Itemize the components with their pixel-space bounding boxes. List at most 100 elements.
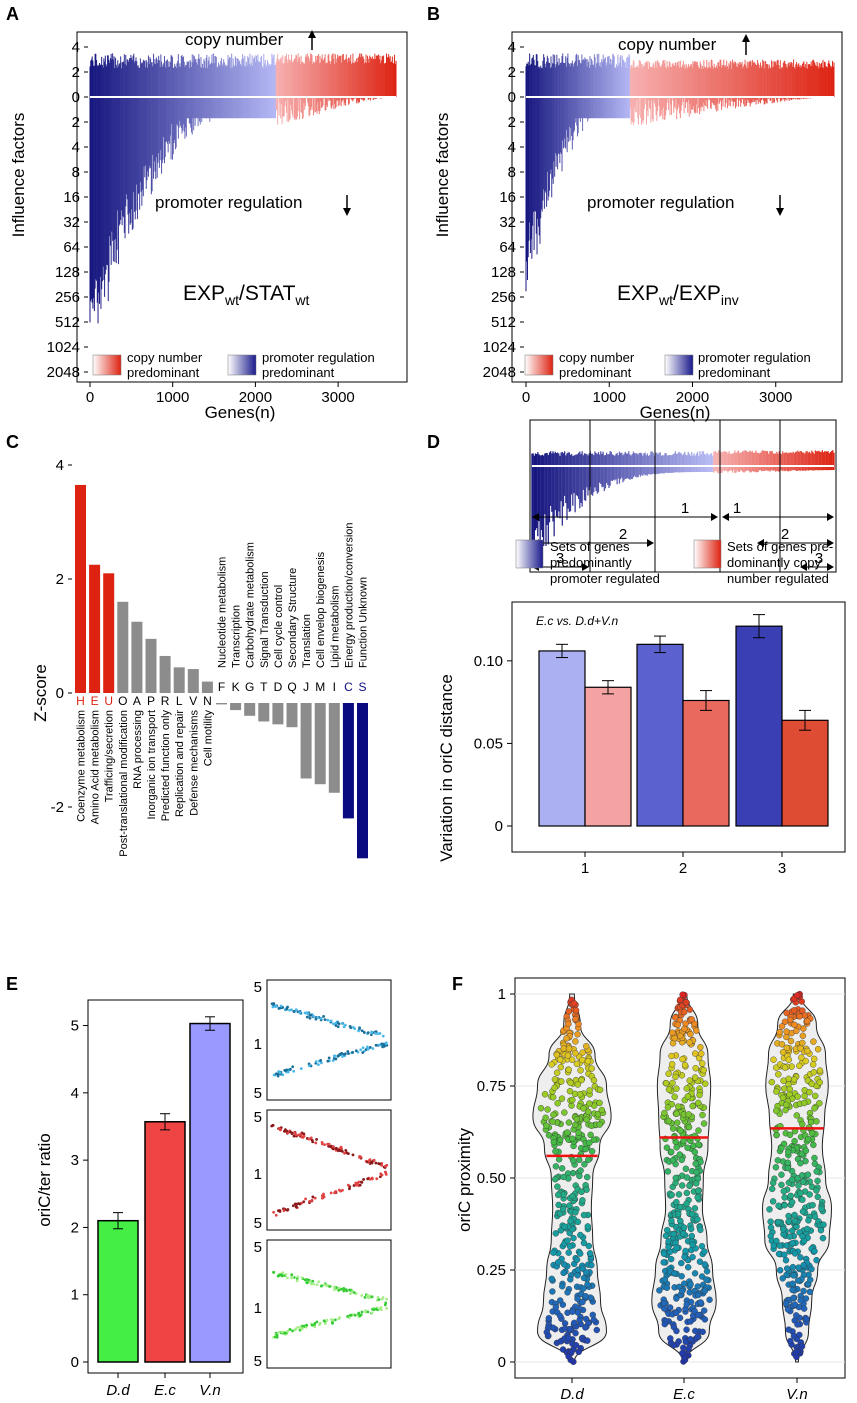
data-point bbox=[673, 1244, 680, 1251]
bar-U bbox=[103, 573, 115, 693]
data-point bbox=[702, 1080, 709, 1087]
data-point bbox=[586, 1139, 593, 1147]
data-point bbox=[773, 1107, 780, 1114]
bar-E.c bbox=[144, 1121, 186, 1363]
y-tick-label: 4 bbox=[72, 139, 80, 156]
category-letter: P bbox=[147, 694, 155, 708]
scatter-point bbox=[332, 1022, 335, 1026]
scatter-point bbox=[371, 1047, 375, 1050]
data-point bbox=[683, 1189, 691, 1197]
bar-S bbox=[357, 703, 368, 859]
x-tick-label: 1000 bbox=[593, 389, 626, 406]
bar-D.d bbox=[97, 1219, 139, 1363]
bar bbox=[682, 699, 730, 827]
scatter-point bbox=[370, 1295, 374, 1299]
bar-V bbox=[187, 669, 199, 693]
scatter-point bbox=[275, 1333, 279, 1337]
y-tick-label: 256 bbox=[55, 289, 80, 306]
bar-F bbox=[216, 703, 227, 705]
data-point bbox=[802, 1057, 809, 1065]
data-point bbox=[679, 991, 686, 998]
scatter-point bbox=[333, 1318, 337, 1322]
data-point bbox=[787, 1037, 795, 1045]
bar-H bbox=[75, 484, 86, 693]
data-point bbox=[669, 1029, 676, 1036]
scatter-point bbox=[353, 1027, 357, 1031]
data-point bbox=[542, 1114, 549, 1121]
data-point bbox=[555, 1156, 563, 1163]
data-point bbox=[572, 1050, 579, 1057]
x-ticks-e: D.d E.c V.n bbox=[106, 1373, 221, 1399]
data-point bbox=[673, 1085, 680, 1092]
data-point bbox=[789, 1280, 796, 1287]
x-tick-label: E.c bbox=[154, 1382, 176, 1399]
data-point bbox=[564, 1289, 571, 1296]
data-point bbox=[575, 1020, 582, 1028]
data-point bbox=[550, 1249, 557, 1256]
scatter-point bbox=[285, 1129, 289, 1133]
range-label: 3 bbox=[556, 550, 564, 567]
data-point bbox=[682, 1247, 689, 1255]
bar-J bbox=[300, 703, 312, 779]
data-point bbox=[674, 1119, 681, 1126]
scatter-point bbox=[334, 1021, 338, 1025]
data-point bbox=[665, 1086, 673, 1093]
data-point bbox=[564, 1052, 572, 1059]
x-tick-label: V.n bbox=[199, 1382, 220, 1399]
scatter-point bbox=[322, 1015, 325, 1018]
legend-swatch-promoter-a bbox=[227, 354, 257, 376]
data-point bbox=[585, 1242, 592, 1250]
y-tick-label: 32 bbox=[499, 214, 516, 231]
data-point bbox=[806, 1191, 813, 1198]
data-point bbox=[582, 1269, 590, 1276]
data-point bbox=[574, 1031, 581, 1038]
scatter-point bbox=[366, 1031, 370, 1035]
y-tick-label: 4 bbox=[508, 139, 516, 156]
data-point bbox=[681, 1253, 688, 1261]
data-point bbox=[691, 1050, 699, 1057]
data-point bbox=[804, 1135, 812, 1143]
category-name: Lipid metabolism bbox=[329, 585, 341, 668]
data-point bbox=[677, 1127, 684, 1134]
data-point bbox=[814, 1177, 821, 1185]
scatter-point bbox=[327, 1056, 331, 1060]
scatter-point bbox=[342, 1287, 346, 1290]
data-point bbox=[567, 1079, 574, 1087]
category-letter: H bbox=[76, 694, 85, 708]
y-tick-label: 1 bbox=[71, 1287, 79, 1304]
data-point bbox=[785, 1326, 792, 1333]
y-tick-label: 16 bbox=[499, 189, 516, 206]
annotation-up-b: copy number bbox=[618, 34, 750, 55]
data-point bbox=[697, 1299, 704, 1306]
data-point bbox=[667, 1335, 674, 1342]
data-point bbox=[783, 1265, 791, 1272]
data-point bbox=[706, 1296, 713, 1303]
data-point bbox=[560, 1045, 567, 1052]
x-tick-label: 3 bbox=[778, 860, 786, 877]
data-point bbox=[814, 1046, 822, 1053]
small-panel-D.d bbox=[266, 979, 392, 1101]
y-tick-label: 2048 bbox=[47, 364, 80, 381]
data-point bbox=[783, 1009, 790, 1017]
data-point bbox=[781, 1194, 788, 1201]
scatter-point bbox=[284, 1273, 288, 1276]
category-name: Cell envelop biogenesis bbox=[315, 551, 327, 668]
data-point bbox=[537, 1105, 545, 1112]
data-point bbox=[806, 1088, 813, 1096]
data-point bbox=[791, 1211, 798, 1219]
data-point bbox=[674, 1021, 681, 1029]
small-panel-tick: 1 bbox=[254, 1036, 262, 1053]
data-point bbox=[698, 1050, 705, 1057]
data-point bbox=[565, 1020, 572, 1028]
data-point bbox=[552, 1148, 559, 1155]
data-point bbox=[700, 1066, 707, 1074]
scatter-point bbox=[339, 1149, 342, 1153]
scatter-point bbox=[274, 1213, 278, 1217]
data-point bbox=[587, 1131, 594, 1139]
data-point bbox=[558, 1165, 566, 1172]
x-tick-label: D.d bbox=[106, 1382, 130, 1399]
y-ticks-a: 4 2 0 2 4 8 16 32 64 128 256 512 1024 2048 bbox=[47, 39, 88, 381]
data-point bbox=[813, 1118, 820, 1125]
arrow-up-head-icon bbox=[742, 34, 750, 42]
bar-N bbox=[201, 681, 213, 693]
